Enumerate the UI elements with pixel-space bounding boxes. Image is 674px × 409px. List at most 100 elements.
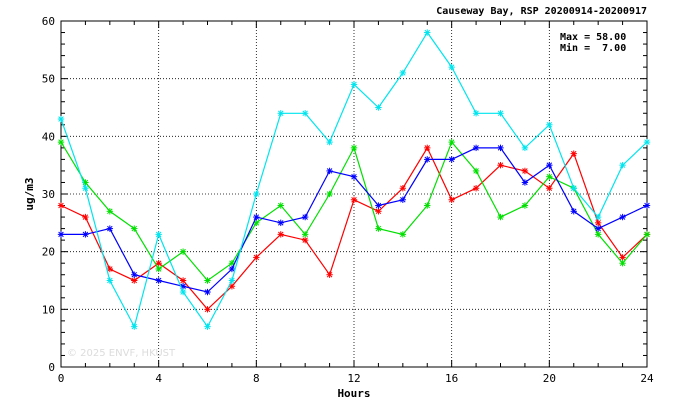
data-point [204,277,210,283]
data-point [58,139,64,145]
data-point [204,323,210,329]
data-point [448,139,454,145]
data-point [473,168,479,174]
data-point [253,214,259,220]
y-tick-label: 10 [42,303,55,316]
data-point [375,208,381,214]
data-point [546,122,552,128]
data-point [180,248,186,254]
data-point [131,225,137,231]
data-point [400,197,406,203]
data-point [595,220,601,226]
data-point [448,197,454,203]
data-point [351,174,357,180]
data-point [82,214,88,220]
data-point [400,231,406,237]
data-point [278,110,284,116]
data-point [571,150,577,156]
axis-ticks: 0 4 8 12 16 20 240102030405060 [42,15,654,385]
series-layer [58,29,650,330]
data-point [546,174,552,180]
data-point [375,104,381,110]
y-tick-label: 30 [42,188,55,201]
data-point [424,29,430,35]
data-point [595,225,601,231]
data-point [253,191,259,197]
x-tick-label: 8 [253,372,260,385]
data-point [58,231,64,237]
data-point [375,225,381,231]
data-point [302,214,308,220]
data-point [302,110,308,116]
data-point [131,323,137,329]
y-tick-label: 60 [42,15,55,28]
data-point [204,289,210,295]
y-tick-label: 40 [42,130,55,143]
x-tick-label: 4 [155,372,162,385]
data-point [546,162,552,168]
data-point [131,272,137,278]
data-point [375,202,381,208]
data-point [155,266,161,272]
x-tick-label: 12 [347,372,360,385]
data-point [302,237,308,243]
data-point [278,220,284,226]
x-tick-label: 16 [445,372,458,385]
watermark: © 2025 ENVF, HKUST [67,348,176,359]
data-point [82,231,88,237]
data-point [644,202,650,208]
data-point [619,260,625,266]
x-tick-label: 20 [543,372,556,385]
data-point [595,231,601,237]
max-label: Max = 58.00 [560,32,626,43]
data-point [644,139,650,145]
data-point [326,168,332,174]
y-axis-title: ug/m3 [23,177,36,210]
x-tick-label: 24 [640,372,654,385]
data-point [155,231,161,237]
data-point [180,289,186,295]
data-point [497,110,503,116]
y-tick-label: 0 [48,361,55,374]
chart-title: Causeway Bay, RSP 20200914-20200917 [436,6,647,17]
data-point [326,272,332,278]
data-point [473,145,479,151]
min-label: Min = 7.00 [560,42,626,54]
data-point [82,185,88,191]
data-point [424,145,430,151]
data-point [497,145,503,151]
y-tick-label: 20 [42,246,55,259]
data-point [497,162,503,168]
data-point [448,156,454,162]
data-point [107,208,113,214]
data-point [448,64,454,70]
data-point [522,179,528,185]
data-point [473,110,479,116]
data-point [424,156,430,162]
data-point [253,254,259,260]
data-point [497,214,503,220]
data-point [131,277,137,283]
data-point [278,231,284,237]
data-point [571,185,577,191]
data-point [107,277,113,283]
grid [61,21,647,367]
data-point [595,214,601,220]
data-point [400,185,406,191]
data-point [351,145,357,151]
data-point [229,277,235,283]
x-axis-title: Hours [337,387,370,400]
data-point [58,116,64,122]
data-point [326,191,332,197]
y-tick-label: 50 [42,73,55,86]
data-point [302,231,308,237]
data-point [155,277,161,283]
data-point [180,277,186,283]
data-point [278,202,284,208]
data-point [326,139,332,145]
data-point [400,70,406,76]
data-point [522,145,528,151]
data-point [473,185,479,191]
